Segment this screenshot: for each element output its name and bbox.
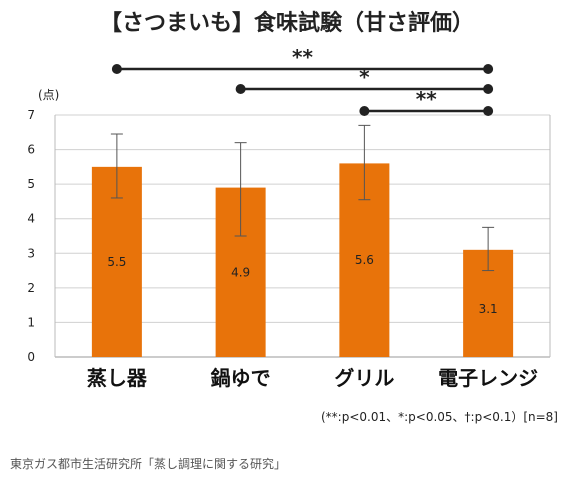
y-tick-label: 7 bbox=[27, 108, 35, 122]
y-tick-label: 1 bbox=[27, 315, 35, 329]
significance-note: (**:p<0.01、*:p<0.05、†:p<0.1）[n=8] bbox=[321, 410, 558, 424]
source-credit: 東京ガス都市生活研究所「蒸し調理に関する研究」 bbox=[10, 456, 286, 471]
significance-label: * bbox=[359, 65, 370, 89]
significance-label: ** bbox=[416, 87, 437, 111]
y-tick-label: 0 bbox=[27, 350, 35, 364]
significance-endpoint bbox=[483, 64, 494, 74]
significance-endpoint bbox=[111, 64, 122, 74]
category-label: 電子レンジ bbox=[438, 366, 538, 390]
category-label: 鍋ゆで bbox=[211, 366, 271, 390]
category-label: 蒸し器 bbox=[87, 366, 148, 390]
significance-endpoint bbox=[235, 84, 246, 94]
chart-title: 【さつまいも】食味試験（甘さ評価） bbox=[100, 10, 474, 36]
category-label: グリル bbox=[334, 366, 394, 390]
y-tick-label: 2 bbox=[27, 281, 35, 295]
bar bbox=[91, 166, 142, 357]
y-tick-label: 4 bbox=[27, 212, 35, 226]
significance-brackets: ***** bbox=[111, 45, 494, 116]
data-labels: 5.5 4.9 5.6 3.1 bbox=[107, 253, 497, 316]
y-axis-label: (点) bbox=[38, 88, 59, 102]
data-label: 3.1 bbox=[479, 302, 498, 316]
category-labels: 蒸し器 鍋ゆで グリル 電子レンジ bbox=[87, 366, 538, 390]
y-tick-label: 5 bbox=[27, 177, 35, 191]
significance-endpoint bbox=[483, 106, 494, 116]
data-label: 5.5 bbox=[107, 255, 126, 269]
error-bars bbox=[110, 124, 495, 272]
y-tick-label: 6 bbox=[27, 143, 35, 157]
data-label: 4.9 bbox=[231, 265, 250, 279]
y-tick-label: 3 bbox=[27, 246, 35, 260]
significance-label: ** bbox=[292, 45, 313, 69]
data-label: 5.6 bbox=[355, 253, 374, 267]
y-tick-labels: 0 1 2 3 4 5 6 7 bbox=[27, 108, 35, 364]
bars bbox=[91, 163, 514, 357]
significance-endpoint bbox=[483, 84, 494, 94]
significance-endpoint bbox=[359, 106, 370, 116]
